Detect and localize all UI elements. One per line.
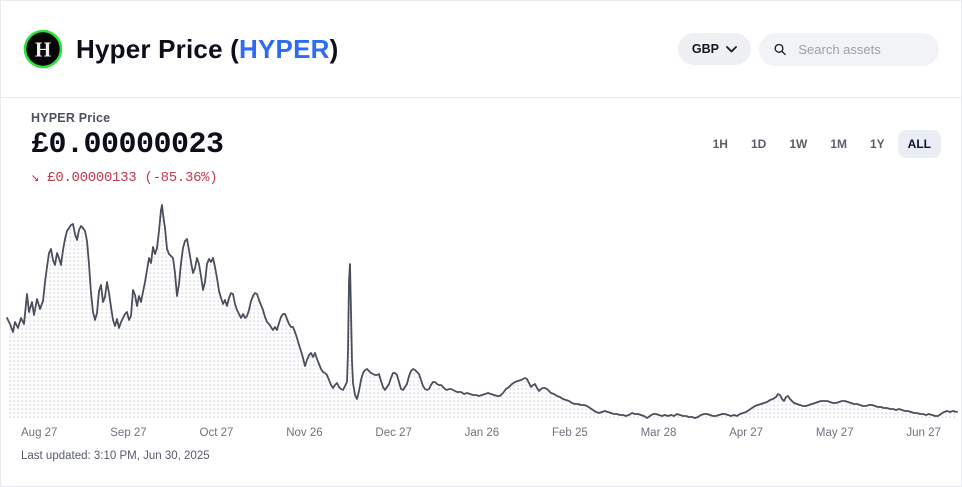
- chevron-down-icon: [726, 45, 737, 52]
- price-change-text: £0.00000133 (-85.36%): [47, 170, 218, 186]
- svg-text:H: H: [35, 38, 51, 62]
- range-button-1h[interactable]: 1H: [703, 130, 738, 158]
- x-axis-label: Aug 27: [21, 427, 58, 439]
- price-chart[interactable]: [1, 196, 961, 421]
- x-axis-label: Sep 27: [110, 427, 147, 439]
- x-axis-label: Apr 27: [729, 427, 764, 439]
- x-axis-label: May 27: [815, 427, 854, 439]
- title-prefix: Hyper Price (: [76, 33, 240, 64]
- page-title: Hyper Price (HYPER): [76, 34, 338, 65]
- title-suffix: ): [329, 33, 339, 64]
- header-actions: GBP: [677, 32, 939, 66]
- range-button-1d[interactable]: 1D: [741, 130, 776, 158]
- search-icon: [774, 43, 786, 55]
- search-bar[interactable]: [759, 32, 939, 66]
- search-input[interactable]: [796, 40, 924, 58]
- range-button-1m[interactable]: 1M: [820, 130, 857, 158]
- header: H Hyper Price (HYPER) GBP: [1, 1, 961, 98]
- time-range-selector: 1H 1D 1W 1M 1Y ALL: [703, 130, 941, 158]
- trend-down-arrow-icon: ↘: [31, 170, 40, 186]
- x-axis-label: Mar 28: [640, 427, 677, 439]
- range-button-all[interactable]: ALL: [897, 130, 941, 158]
- range-button-1w[interactable]: 1W: [779, 130, 817, 158]
- price-area-fill: [7, 205, 957, 419]
- range-button-1y[interactable]: 1Y: [860, 130, 895, 158]
- price-value: £0.00000023: [31, 128, 224, 162]
- price-block: HYPER Price £0.00000023 ↘ £0.00000133 (-…: [31, 111, 224, 186]
- last-updated-text: Last updated: 3:10 PM, Jun 30, 2025: [21, 450, 210, 462]
- x-axis-label: Jan 26: [464, 427, 500, 439]
- currency-selector-label: GBP: [691, 42, 719, 56]
- title-ticker: HYPER: [239, 33, 330, 64]
- x-axis: Aug 27 Sep 27 Oct 27 Nov 26 Dec 27 Jan 26 Feb …: [1, 427, 961, 439]
- currency-selector[interactable]: GBP: [677, 33, 751, 65]
- x-axis-label: Nov 26: [286, 427, 323, 439]
- x-axis-label: Feb 25: [551, 427, 588, 439]
- price-chart-svg: [6, 204, 958, 419]
- price-label: HYPER Price: [31, 111, 111, 125]
- x-axis-label: Dec 27: [375, 427, 412, 439]
- brand: H Hyper Price (HYPER): [23, 29, 338, 69]
- price-change: ↘ £0.00000133 (-85.36%): [31, 169, 224, 186]
- hyper-logo-icon: H: [23, 29, 63, 69]
- x-axis-label: Oct 27: [199, 427, 234, 439]
- price-line-series: [6, 204, 958, 419]
- x-axis-label: Jun 27: [906, 427, 941, 439]
